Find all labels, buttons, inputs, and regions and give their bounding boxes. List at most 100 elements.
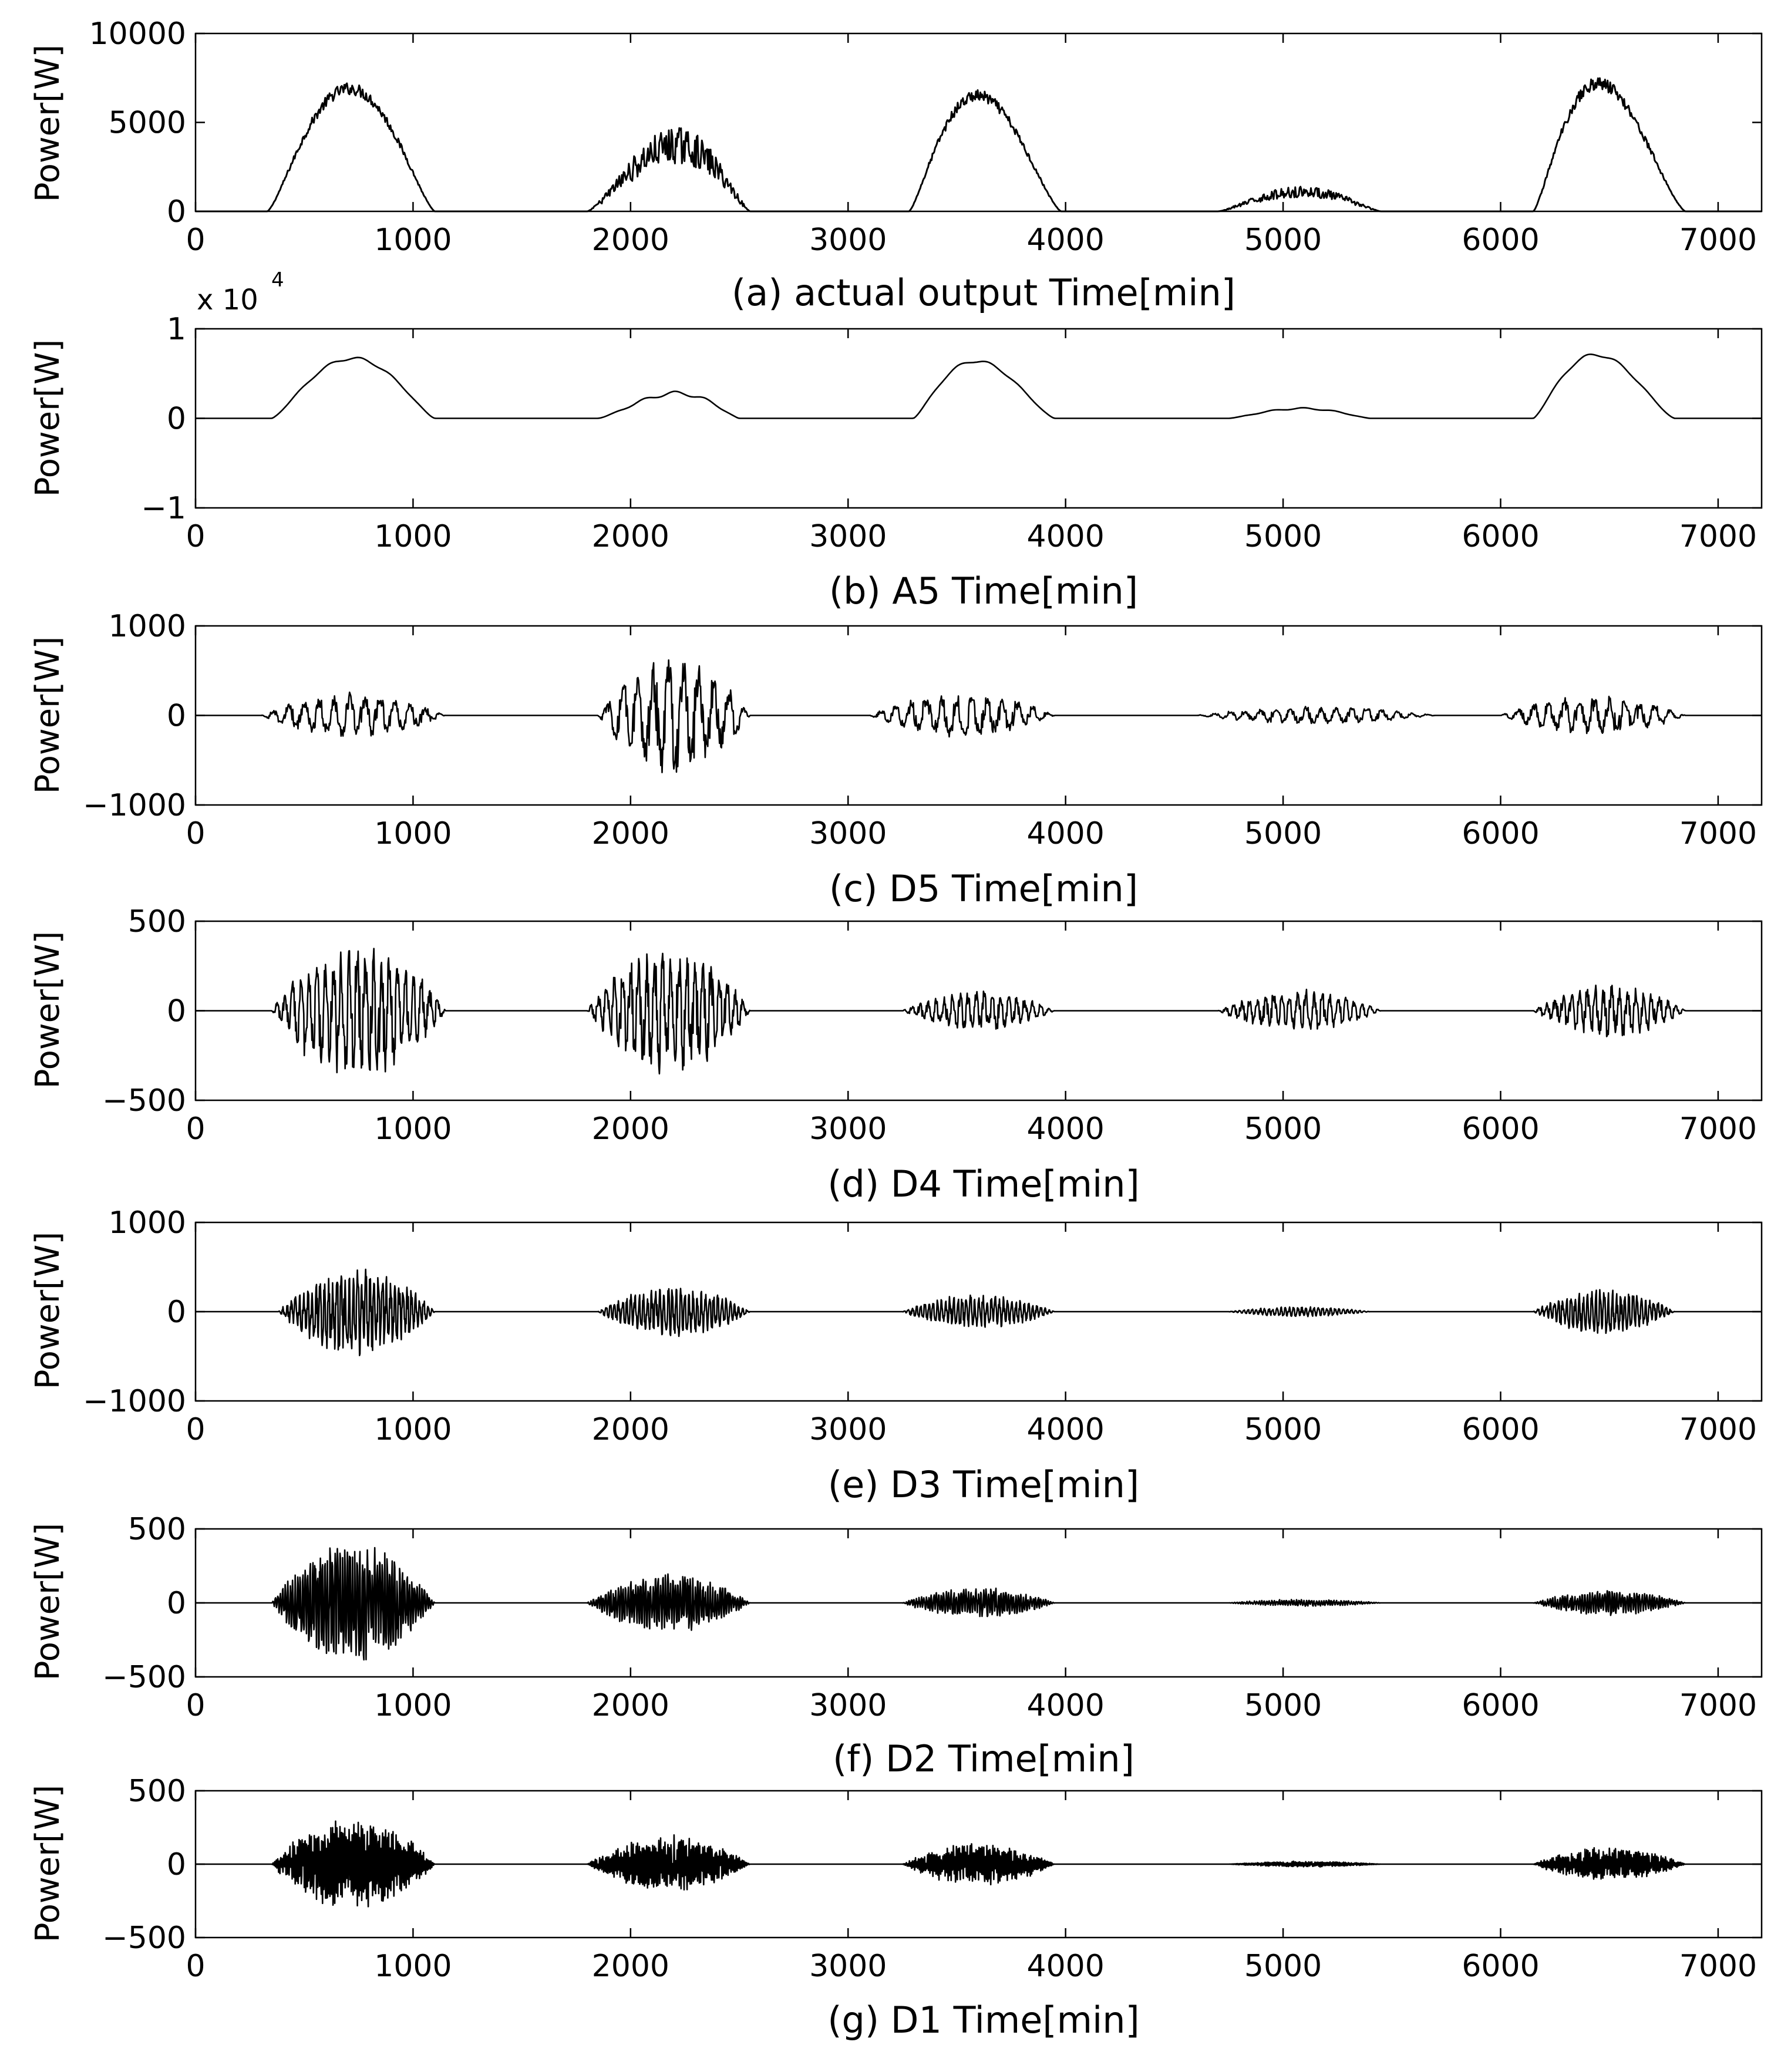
panel-d-xtick-label: 1000 xyxy=(374,1111,452,1147)
panel-b-ytick-label: −1 xyxy=(141,491,186,526)
panel-c-xtick-label: 6000 xyxy=(1462,816,1539,851)
panel-c-ytick-label: 0 xyxy=(167,699,186,734)
panel-e-xtick-label: 6000 xyxy=(1462,1412,1539,1447)
panel-d-ytick-label: 0 xyxy=(167,994,186,1029)
panel-b-xtick-label: 0 xyxy=(186,519,205,554)
panel-a-xtick-label: 0 xyxy=(186,223,205,258)
panel-a-xtick-label: 7000 xyxy=(1679,223,1757,258)
panel-g-xtick-label: 5000 xyxy=(1244,1949,1322,1984)
panel-e-series-line xyxy=(195,1268,1762,1356)
panel-g-xtick-label: 6000 xyxy=(1462,1949,1539,1984)
panel-d-xtick-label: 6000 xyxy=(1462,1111,1539,1147)
panel-e-xtick-label: 4000 xyxy=(1026,1412,1104,1447)
panel-e-xtick-label: 3000 xyxy=(809,1412,887,1447)
panel-a-xtick-label: 3000 xyxy=(809,223,887,258)
panel-b-exponent-power: 4 xyxy=(271,268,284,292)
plots-layer: 0 1000 2000 3000 4000 5000 6000 700005000100000… xyxy=(83,16,1763,1984)
panel-d-series-line xyxy=(195,948,1762,1075)
panel-c-xtick-label: 7000 xyxy=(1679,816,1757,851)
panel-f-xtick-label: 1000 xyxy=(374,1688,452,1723)
panel-b-xlabel: (b) A5 Time[min] xyxy=(829,570,1138,612)
panel-c-xlabel: (c) D5 Time[min] xyxy=(829,867,1138,910)
panel-f-xlabel: (f) D2 Time[min] xyxy=(833,1737,1134,1780)
panel-g-series-line xyxy=(195,1820,1762,1908)
panel-b-series-line xyxy=(196,353,1762,419)
panel-b-xtick-label: 5000 xyxy=(1244,519,1322,554)
panel-e-xtick-label: 5000 xyxy=(1244,1412,1322,1447)
panel-d-ytick-label: 500 xyxy=(128,904,186,939)
panel-b-exponent-base: x 10 xyxy=(197,284,258,316)
panel-c-xtick-label: 4000 xyxy=(1026,816,1104,851)
panel-b-xtick-label: 3000 xyxy=(809,519,887,554)
panel-g-xtick-label: 4000 xyxy=(1026,1949,1104,1984)
panel-e-xlabel: (e) D3 Time[min] xyxy=(828,1463,1139,1506)
panel-f-ytick-label: 0 xyxy=(167,1586,186,1621)
panel-c-ytick-label: 1000 xyxy=(109,609,186,644)
panel-g-ylabel: Power[W] xyxy=(29,1785,67,1942)
panel-e-ytick-label: −1000 xyxy=(83,1384,186,1419)
panel-a: 0 1000 2000 3000 4000 5000 6000 7000 0 5000 10000 xyxy=(89,16,1763,258)
panel-f-series-line xyxy=(195,1547,1762,1661)
panel-f-xtick-label: 0 xyxy=(186,1688,205,1723)
panel-g-xtick-label: 3000 xyxy=(809,1949,887,1984)
panel-f-xtick-label: 2000 xyxy=(592,1688,669,1723)
panel-f-ytick-label: 500 xyxy=(128,1512,186,1547)
panel-e-xtick-label: 2000 xyxy=(592,1412,669,1447)
panel-g-ytick-label: 0 xyxy=(167,1847,186,1882)
panel-a-ylabel: Power[W] xyxy=(29,45,67,202)
panel-f-xtick-label: 7000 xyxy=(1679,1688,1757,1723)
panel-a-xtick-label: 5000 xyxy=(1244,223,1322,258)
panel-c-xtick-label: 2000 xyxy=(592,816,669,851)
panel-g-xlabel: (g) D1 Time[min] xyxy=(827,1999,1139,2041)
panel-e-ytick-label: 1000 xyxy=(109,1205,186,1241)
panel-a-axes-frame xyxy=(194,32,1763,213)
panel-a-series-line xyxy=(196,77,1762,213)
panel-g-xtick-label: 0 xyxy=(186,1949,205,1984)
panel-b-ylabel: Power[W] xyxy=(29,339,67,497)
panel-g-xtick-label: 7000 xyxy=(1679,1949,1757,1984)
panel-b-xtick-label: 2000 xyxy=(592,519,669,554)
panel-c-xtick-label: 1000 xyxy=(374,816,452,851)
panel-a-xtick-label: 2000 xyxy=(592,223,669,258)
panel-d-xtick-label: 3000 xyxy=(809,1111,887,1147)
panel-e-ytick-label: 0 xyxy=(167,1295,186,1330)
panel-d-xtick-label: 0 xyxy=(186,1111,205,1147)
panel-b-xtick-label: 7000 xyxy=(1679,519,1757,554)
panel-f-ylabel: Power[W] xyxy=(29,1523,67,1680)
panel-c-ytick-label: −1000 xyxy=(83,788,186,823)
panel-g-xtick-label: 1000 xyxy=(374,1949,452,1984)
panel-f-ytick-label: −500 xyxy=(102,1660,186,1695)
panel-g-ytick-label: 500 xyxy=(128,1774,186,1809)
panel-a-xtick-label: 1000 xyxy=(374,223,452,258)
panel-d-ylabel: Power[W] xyxy=(29,931,67,1089)
panel-e-ylabel: Power[W] xyxy=(29,1232,67,1389)
panel-g-xtick-label: 2000 xyxy=(592,1949,669,1984)
panel-d-ytick-label: −500 xyxy=(102,1083,186,1118)
panel-f-xtick-label: 6000 xyxy=(1462,1688,1539,1723)
panel-d-xlabel: (d) D4 Time[min] xyxy=(827,1163,1139,1205)
panel-b-xtick-label: 6000 xyxy=(1462,519,1539,554)
panel-c-xtick-label: 3000 xyxy=(809,816,887,851)
panel-a-ytick-label: 0 xyxy=(167,194,186,230)
panel-e-xtick-label: 1000 xyxy=(374,1412,452,1447)
panel-d-xtick-label: 2000 xyxy=(592,1111,669,1147)
panel-b-ytick-label: 1 xyxy=(167,312,186,347)
panel-d-xtick-label: 7000 xyxy=(1679,1111,1757,1147)
panel-b: 0 1000 2000 3000 4000 5000 6000 7000−101 xyxy=(141,312,1763,554)
panel-c-ylabel: Power[W] xyxy=(29,636,67,794)
panel-a-xlabel: (a) actual output Time[min] xyxy=(732,271,1235,314)
panel-b-xtick-label: 1000 xyxy=(374,519,452,554)
panel-f-xtick-label: 3000 xyxy=(809,1688,887,1723)
panel-a-ytick-label: 5000 xyxy=(109,106,186,141)
panel-g-ytick-label: −500 xyxy=(102,1921,186,1956)
panel-a-ytick-label: 10000 xyxy=(89,16,186,52)
panel-d-xtick-label: 5000 xyxy=(1244,1111,1322,1147)
panel-c-xtick-label: 0 xyxy=(186,816,205,851)
panel-a-xtick-label: 4000 xyxy=(1026,223,1104,258)
panel-b-ytick-label: 0 xyxy=(167,402,186,437)
